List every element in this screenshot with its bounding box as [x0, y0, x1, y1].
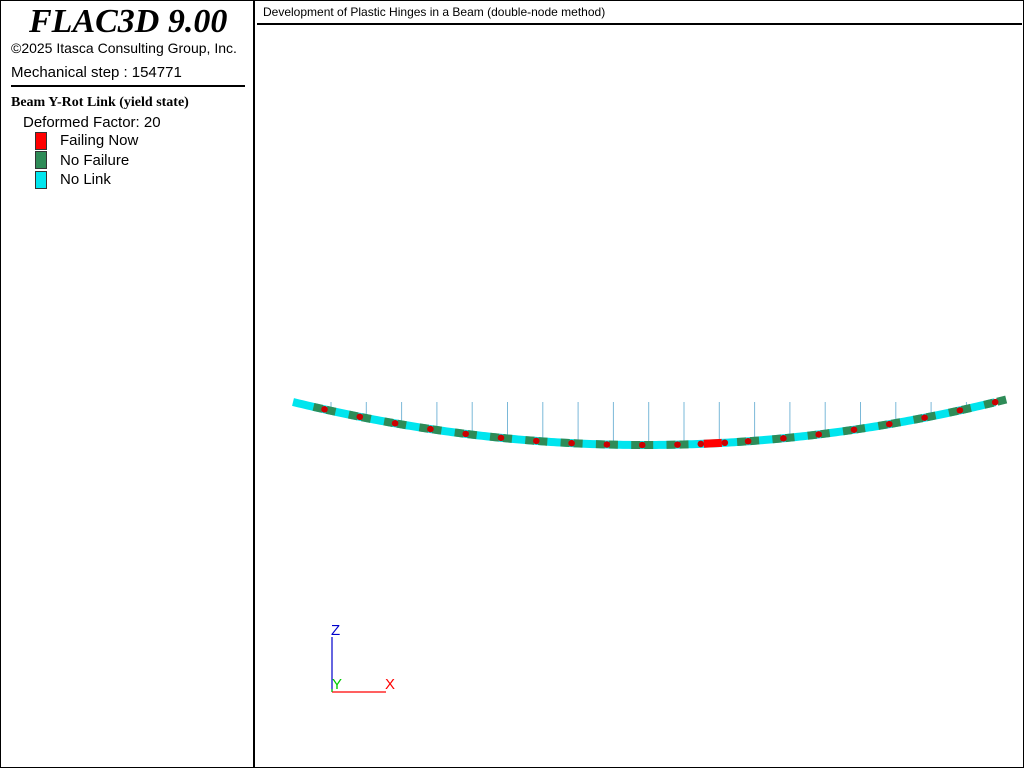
- z-axis-label: Z: [331, 622, 340, 639]
- link-segment-no-failure: [890, 418, 901, 428]
- link-segment-no-failure: [736, 437, 747, 447]
- link-segment-no-failure: [925, 411, 937, 422]
- copyright-text: ©2025 Itasca Consulting Group, Inc.: [11, 40, 237, 56]
- legend-label: Failing Now: [60, 132, 139, 150]
- beam-node: [638, 441, 646, 449]
- link-segment-no-failure: [560, 438, 570, 448]
- link-segment-no-failure: [418, 423, 430, 433]
- link-segment-no-failure: [948, 406, 959, 417]
- model-viewport[interactable]: Z Y X: [257, 25, 1022, 766]
- link-segment-no-failure: [996, 395, 1008, 406]
- load-lines: [330, 402, 967, 442]
- model-canvas[interactable]: Z Y X: [257, 25, 1022, 766]
- legend-label: No Failure: [60, 151, 130, 169]
- legend-items: Failing Now No Failure No Link: [35, 131, 138, 190]
- beam-node: [921, 414, 928, 421]
- link-segment-no-failure: [807, 430, 818, 440]
- mechanical-step: Mechanical step :154771: [11, 64, 182, 81]
- beam-node: [497, 434, 505, 442]
- link-segment-no-failure: [524, 436, 535, 445]
- beam-node: [744, 437, 752, 445]
- legend-item-no-link: No Link: [35, 170, 138, 190]
- beam-node: [991, 398, 999, 406]
- link-segment-no-failure: [842, 426, 853, 436]
- legend-item-no-failure: No Failure: [35, 151, 138, 171]
- beam-node: [850, 426, 858, 434]
- link-segment-no-failure: [431, 425, 442, 435]
- link-segment-no-failure: [383, 417, 394, 427]
- view-title: Development of Plastic Hinges in a Beam …: [257, 1, 1022, 25]
- beam-node: [815, 431, 822, 438]
- legend-title: Beam Y-Rot Link (yield state): [11, 95, 189, 110]
- beam-node: [956, 407, 964, 414]
- swatch-no-failure: [35, 151, 47, 170]
- link-segment-no-failure: [784, 433, 795, 443]
- legend-item-failing-now: Failing Now: [35, 131, 138, 151]
- link-segment-no-failure: [361, 413, 372, 423]
- beam: [292, 395, 1008, 449]
- link-segment-failing-now: [703, 438, 722, 448]
- link-segment-no-failure: [749, 436, 760, 446]
- beam-node: [462, 430, 469, 438]
- beam-node: [697, 440, 705, 448]
- link-segment-no-failure: [348, 410, 359, 421]
- deformed-factor: Deformed Factor: 20: [23, 114, 161, 131]
- step-value: 154771: [131, 64, 182, 81]
- axis-triad: Z Y X: [331, 622, 395, 693]
- link-segment-no-failure: [961, 404, 972, 414]
- link-segment-no-failure: [396, 419, 407, 430]
- link-segment-no-failure: [855, 424, 866, 434]
- beam-node: [533, 437, 540, 445]
- legend-divider: [11, 85, 245, 87]
- link-segment-no-failure: [454, 428, 465, 438]
- link-segment-no-failure: [772, 434, 782, 444]
- link-segment-no-failure: [877, 420, 888, 430]
- y-axis-label: Y: [332, 676, 342, 693]
- beam-node: [674, 441, 681, 448]
- x-axis-label: X: [385, 676, 395, 693]
- legend-panel: FLAC3D 9.00 ©2025 Itasca Consulting Grou…: [1, 1, 255, 767]
- beam-node: [603, 441, 611, 448]
- beam-node: [721, 439, 729, 447]
- beam-node: [427, 425, 434, 433]
- app-title: FLAC3D 9.00: [29, 3, 228, 40]
- step-label: Mechanical step :: [11, 64, 128, 81]
- link-segment-no-failure: [325, 405, 337, 416]
- beam-node: [391, 420, 399, 427]
- beam-node: [780, 434, 787, 442]
- link-segment-no-failure: [489, 432, 500, 442]
- link-segment-no-failure: [467, 430, 478, 440]
- link-segment-no-failure: [538, 437, 548, 446]
- beam-node: [886, 420, 893, 428]
- link-segment-no-failure: [312, 402, 324, 413]
- swatch-failing-now: [35, 131, 47, 150]
- link-segment-no-failure: [912, 414, 924, 424]
- beam-node: [568, 439, 575, 447]
- link-segment-no-failure: [502, 434, 513, 443]
- swatch-no-link: [35, 170, 47, 189]
- link-segment-no-failure: [820, 429, 831, 439]
- beam-nodes: [321, 398, 999, 449]
- beam-node: [356, 413, 364, 421]
- beam-node: [321, 406, 328, 413]
- legend-label: No Link: [60, 171, 111, 189]
- link-segment-no-failure: [983, 398, 995, 409]
